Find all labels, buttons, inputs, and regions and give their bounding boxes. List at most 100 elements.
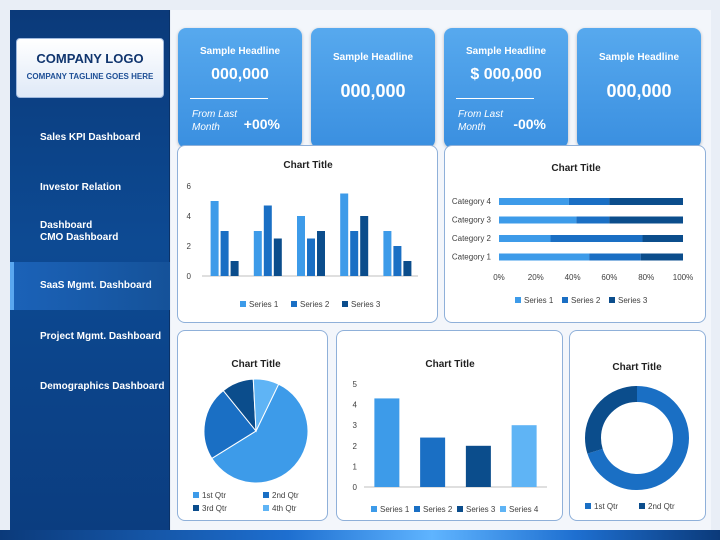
y-tick-label: 2: [353, 442, 358, 451]
category-label: Category 3: [452, 216, 492, 225]
bar-segment: [499, 198, 569, 205]
bar-segment: [550, 235, 643, 242]
x-tick-label: 80%: [638, 273, 654, 282]
legend-swatch: [457, 506, 463, 512]
legend-label: 3rd Qtr: [202, 504, 227, 513]
legend-swatch: [193, 505, 199, 511]
legend-swatch: [639, 503, 645, 509]
nav-item-cmo[interactable]: CMO Dashboard: [10, 219, 170, 257]
kpi-value: $ 000,000: [470, 66, 542, 83]
legend-swatch: [562, 297, 568, 303]
nav-item-project-mgmt[interactable]: Project Mgmt. Dashboard: [10, 318, 170, 356]
column-chart: Chart Title 0 2 4 6 Series 1 Series 2 Series 3: [187, 160, 418, 309]
nav-label: SaaS Mgmt. Dashboard: [40, 280, 152, 291]
bar-segment: [642, 235, 683, 242]
bottom-stripe: [0, 530, 720, 540]
legend-label: Series 3: [618, 296, 648, 305]
donut-segment: [585, 386, 689, 490]
bar: [297, 216, 305, 276]
category-label: Category 1: [452, 253, 492, 262]
legend-label: Series 2: [423, 505, 453, 514]
legend-label: 2nd Qtr: [648, 502, 675, 511]
nav-label: Investor Relation Dashboard: [40, 182, 122, 231]
bar: [307, 238, 315, 276]
bar-segment: [499, 235, 551, 242]
x-tick-label: 0%: [493, 273, 505, 282]
kpi-change: +00%: [243, 116, 280, 132]
kpi-subtext: From Last Month: [458, 109, 504, 133]
kpi-card-3[interactable]: Sample Headline $ 000,000 From Last Mont…: [444, 28, 568, 148]
kpi-headline: Sample Headline: [598, 52, 680, 63]
bar: [383, 231, 392, 276]
bar: [210, 201, 219, 276]
bar-segment: [589, 253, 641, 261]
pie-slice: [211, 383, 309, 484]
chart-card-donut: Chart Title 1st Qtr 2nd Qtr: [569, 330, 706, 521]
bar-segment: [499, 253, 590, 261]
kpi-value: 000,000: [606, 81, 672, 101]
legend-label: Series 1: [249, 300, 279, 309]
legend-swatch: [585, 503, 591, 509]
y-tick-label: 5: [353, 380, 358, 389]
chart-title: Chart Title: [551, 163, 601, 174]
nav-item-saas-mgmt[interactable]: SaaS Mgmt. Dashboard: [10, 262, 170, 310]
bar: [253, 231, 262, 276]
bar-segment: [499, 216, 577, 224]
legend-label: Series 3: [466, 505, 496, 514]
pie-slice: [203, 389, 257, 460]
chart-title: Chart Title: [231, 359, 281, 370]
legend-swatch: [193, 492, 199, 498]
x-tick-label: 20%: [528, 273, 544, 282]
legend-swatch: [609, 297, 615, 303]
chart-card-column: Chart Title 0 2 4 6 Series 1 Series 2 Series 3: [177, 145, 438, 323]
kpi-card-4[interactable]: Sample Headline 000,000: [577, 28, 701, 148]
y-tick-label: 3: [353, 421, 358, 430]
legend-label: 4th Qtr: [272, 504, 297, 513]
nav-item-investor-relation[interactable]: Investor Relation Dashboard: [10, 169, 170, 231]
x-tick-label: 100%: [673, 273, 693, 282]
category-label: Category 2: [452, 234, 492, 243]
kpi-card-1[interactable]: Sample Headline 000,000 From Last Month …: [178, 28, 302, 148]
bar-chart: Chart Title 0 1 2 3 4 5 Series 1 Series 2 Series …: [353, 359, 547, 514]
logo-tagline: COMPANY TAGLINE GOES HERE: [26, 72, 154, 81]
legend-swatch: [500, 506, 506, 512]
legend-swatch: [342, 301, 348, 307]
legend-label: 1st Qtr: [594, 502, 618, 511]
nav-label: Project Mgmt. Dashboard: [40, 331, 162, 342]
bar: [360, 216, 369, 276]
legend-label: Series 4: [509, 505, 539, 514]
legend-label: Series 1: [524, 296, 554, 305]
pie-slice: [252, 378, 280, 432]
company-logo[interactable]: COMPANY LOGO COMPANY TAGLINE GOES HERE: [16, 38, 164, 98]
chart-card-bar: Chart Title 0 1 2 3 4 5 Series 1 Series 2 Series …: [336, 330, 563, 521]
bar: [511, 425, 537, 487]
legend-swatch: [371, 506, 377, 512]
legend-label: 2nd Qtr: [272, 491, 299, 500]
bar: [317, 231, 325, 276]
stacked-bar-chart: Chart Title 0% 20% 40% 60% 80% 100% Category 4 C…: [452, 163, 693, 305]
nav-item-demographics[interactable]: Demographics Dashboard: [10, 368, 170, 406]
dashboard-main: Sample Headline 000,000 From Last Month …: [171, 10, 711, 530]
chart-title: Chart Title: [425, 359, 475, 370]
legend-swatch: [263, 492, 269, 498]
kpi-value: 000,000: [340, 81, 406, 101]
nav-item-sales-kpi[interactable]: Sales KPI Dashboard: [10, 119, 170, 157]
chart-card-pie: Chart Title 1st Qtr 2nd Qtr 3rd Qtr 4th Qtr: [177, 330, 328, 521]
legend-label: Series 1: [380, 505, 410, 514]
kpi-change: -00%: [513, 116, 546, 132]
bar: [350, 231, 359, 276]
kpi-card-2[interactable]: Sample Headline 000,000: [311, 28, 435, 148]
bar: [230, 261, 239, 276]
nav-label: Demographics Dashboard: [40, 381, 165, 392]
bar-segment: [576, 216, 610, 224]
bar: [465, 445, 491, 487]
category-label: Category 4: [452, 197, 492, 206]
kpi-value: 000,000: [211, 66, 269, 83]
y-tick-label: 2: [187, 242, 192, 251]
y-tick-label: 4: [187, 212, 192, 221]
legend-label: Series 2: [300, 300, 330, 309]
legend-label: Series 3: [351, 300, 381, 309]
bar-segment: [609, 198, 683, 205]
legend-swatch: [240, 301, 246, 307]
kpi-headline: Sample Headline: [465, 46, 547, 57]
